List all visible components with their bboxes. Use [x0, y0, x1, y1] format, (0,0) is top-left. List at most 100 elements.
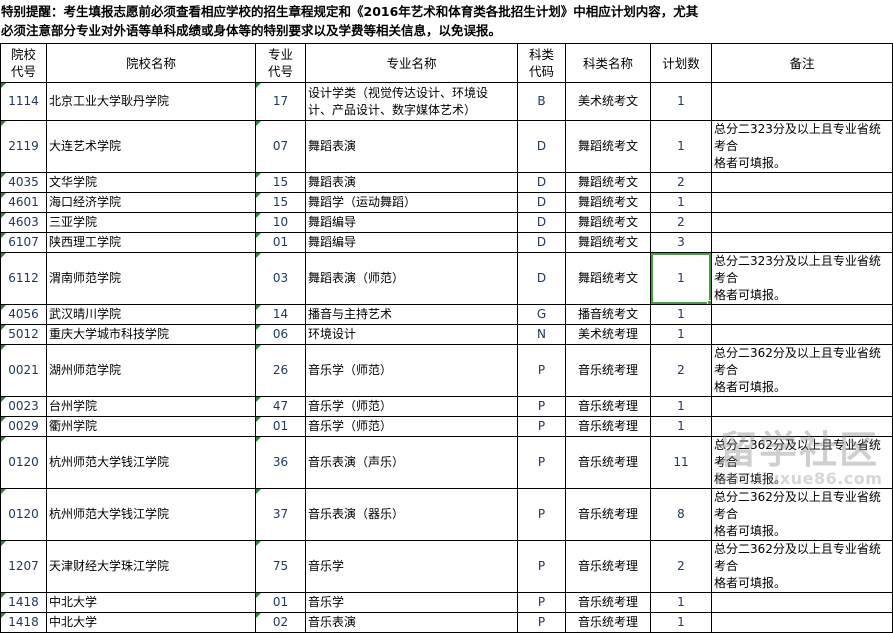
table-row[interactable]: 5012 重庆大学城市科技学院 06 环境设计 N 美术统考理 1: [0, 324, 893, 345]
table-row[interactable]: 6107 陕西理工学院 01 舞蹈编导 D 舞蹈统考文 3: [0, 232, 893, 253]
cell-plan-count[interactable]: 1: [650, 252, 712, 305]
table-row[interactable]: 4601 海口经济学院 15 舞蹈学（运动舞蹈） D 舞蹈统考文 1: [0, 192, 893, 213]
cell-school-name[interactable]: 武汉晴川学院: [46, 304, 256, 325]
cell-remark[interactable]: [711, 416, 893, 437]
cell-major-name[interactable]: 音乐表演: [305, 612, 518, 633]
cell-major-name[interactable]: 舞蹈编导: [305, 232, 518, 253]
cell-school-code[interactable]: 4056: [0, 304, 47, 325]
table-row[interactable]: 4603 三亚学院 10 舞蹈编导 D 舞蹈统考文 2: [0, 212, 893, 233]
cell-major-code[interactable]: 07: [255, 120, 306, 173]
cell-school-code[interactable]: 1207: [0, 540, 47, 593]
table-row[interactable]: 0021 湖州师范学院 26 音乐学（师范） P 音乐统考理 2 总分二362分及以上且专业省…: [0, 344, 893, 397]
cell-major-name[interactable]: 舞蹈学（运动舞蹈）: [305, 192, 518, 213]
table-row[interactable]: 4056 武汉晴川学院 14 播音与主持艺术 G 播音统考文 1: [0, 304, 893, 325]
cell-school-code[interactable]: 0023: [0, 396, 47, 417]
cell-type-name[interactable]: 舞蹈统考文: [565, 252, 651, 305]
cell-school-name[interactable]: 湖州师范学院: [46, 344, 256, 397]
cell-plan-count[interactable]: 2: [650, 212, 712, 233]
cell-major-name[interactable]: 音乐学: [305, 540, 518, 593]
cell-school-name[interactable]: 杭州师范大学钱江学院: [46, 436, 256, 489]
cell-remark[interactable]: 总分二362分及以上且专业省统考合 格者可填报。: [711, 488, 893, 541]
cell-school-name[interactable]: 北京工业大学耿丹学院: [46, 82, 256, 121]
cell-major-name[interactable]: 设计学类（视觉传达设计、环境设 计、产品设计、数字媒体艺术）: [305, 82, 518, 121]
cell-major-code[interactable]: 14: [255, 304, 306, 325]
cell-school-name[interactable]: 天津财经大学珠江学院: [46, 540, 256, 593]
cell-remark[interactable]: [711, 324, 893, 345]
cell-type-code[interactable]: G: [517, 304, 566, 325]
table-row[interactable]: 1207 天津财经大学珠江学院 75 音乐学 P 音乐统考理 2 总分二362分及以上且专业省…: [0, 540, 893, 593]
cell-plan-count[interactable]: 1: [650, 304, 712, 325]
cell-school-code[interactable]: 6107: [0, 232, 47, 253]
cell-type-code[interactable]: D: [517, 212, 566, 233]
cell-major-code[interactable]: 75: [255, 540, 306, 593]
table-row[interactable]: 0120 杭州师范大学钱江学院 36 音乐表演（声乐） P 音乐统考理 11 总分二362分及…: [0, 436, 893, 489]
cell-school-code[interactable]: 4603: [0, 212, 47, 233]
table-row[interactable]: 0029 衢州学院 01 音乐学（师范） P 音乐统考理 1: [0, 416, 893, 437]
cell-plan-count[interactable]: 1: [650, 82, 712, 121]
cell-remark[interactable]: [711, 212, 893, 233]
cell-type-code[interactable]: D: [517, 252, 566, 305]
cell-plan-count[interactable]: 2: [650, 540, 712, 593]
cell-plan-count[interactable]: 2: [650, 172, 712, 193]
cell-plan-count[interactable]: 2: [650, 344, 712, 397]
cell-school-name[interactable]: 海口经济学院: [46, 192, 256, 213]
cell-major-code[interactable]: 26: [255, 344, 306, 397]
cell-type-code[interactable]: P: [517, 488, 566, 541]
cell-type-code[interactable]: P: [517, 416, 566, 437]
cell-remark[interactable]: [711, 172, 893, 193]
cell-major-name[interactable]: 音乐学: [305, 592, 518, 613]
cell-remark[interactable]: [711, 192, 893, 213]
cell-major-code[interactable]: 15: [255, 172, 306, 193]
cell-remark[interactable]: 总分二323分及以上且专业省统考合 格者可填报。: [711, 120, 893, 173]
cell-plan-count[interactable]: 8: [650, 488, 712, 541]
cell-type-name[interactable]: 音乐统考理: [565, 416, 651, 437]
cell-type-code[interactable]: P: [517, 396, 566, 417]
cell-major-code[interactable]: 06: [255, 324, 306, 345]
cell-school-code[interactable]: 0021: [0, 344, 47, 397]
cell-plan-count[interactable]: 1: [650, 612, 712, 633]
cell-major-code[interactable]: 10: [255, 212, 306, 233]
cell-major-code[interactable]: 17: [255, 82, 306, 121]
cell-major-name[interactable]: 舞蹈编导: [305, 212, 518, 233]
cell-major-code[interactable]: 01: [255, 416, 306, 437]
cell-type-code[interactable]: P: [517, 344, 566, 397]
cell-school-name[interactable]: 大连艺术学院: [46, 120, 256, 173]
cell-major-name[interactable]: 音乐学（师范）: [305, 416, 518, 437]
cell-school-name[interactable]: 重庆大学城市科技学院: [46, 324, 256, 345]
cell-school-name[interactable]: 台州学院: [46, 396, 256, 417]
cell-school-name[interactable]: 文华学院: [46, 172, 256, 193]
cell-plan-count[interactable]: 1: [650, 416, 712, 437]
cell-type-code[interactable]: D: [517, 192, 566, 213]
cell-major-name[interactable]: 音乐表演（器乐）: [305, 488, 518, 541]
cell-remark[interactable]: [711, 82, 893, 121]
cell-school-code[interactable]: 0029: [0, 416, 47, 437]
cell-type-code[interactable]: B: [517, 82, 566, 121]
cell-plan-count[interactable]: 1: [650, 592, 712, 613]
cell-type-name[interactable]: 音乐统考理: [565, 436, 651, 489]
cell-type-code[interactable]: P: [517, 540, 566, 593]
table-row[interactable]: 0120 杭州师范大学钱江学院 37 音乐表演（器乐） P 音乐统考理 8 总分二362分及以…: [0, 488, 893, 541]
cell-major-name[interactable]: 播音与主持艺术: [305, 304, 518, 325]
cell-major-name[interactable]: 舞蹈表演: [305, 120, 518, 173]
cell-remark[interactable]: [711, 612, 893, 633]
cell-remark[interactable]: 总分二323分及以上且专业省统考合 格者可填报。: [711, 252, 893, 305]
cell-school-code[interactable]: 2119: [0, 120, 47, 173]
table-row[interactable]: 4035 文华学院 15 舞蹈表演 D 舞蹈统考文 2: [0, 172, 893, 193]
cell-major-code[interactable]: 37: [255, 488, 306, 541]
cell-school-code[interactable]: 1114: [0, 82, 47, 121]
cell-major-name[interactable]: 舞蹈表演: [305, 172, 518, 193]
cell-school-code[interactable]: 4035: [0, 172, 47, 193]
cell-school-name[interactable]: 中北大学: [46, 612, 256, 633]
cell-type-name[interactable]: 美术统考理: [565, 324, 651, 345]
cell-type-code[interactable]: D: [517, 232, 566, 253]
cell-major-code[interactable]: 02: [255, 612, 306, 633]
cell-type-name[interactable]: 音乐统考理: [565, 612, 651, 633]
cell-remark[interactable]: 总分二362分及以上且专业省统考合 格者可填报。: [711, 540, 893, 593]
cell-type-code[interactable]: N: [517, 324, 566, 345]
cell-major-name[interactable]: 音乐学（师范）: [305, 396, 518, 417]
cell-type-name[interactable]: 播音统考文: [565, 304, 651, 325]
cell-plan-count[interactable]: 1: [650, 192, 712, 213]
cell-school-name[interactable]: 三亚学院: [46, 212, 256, 233]
cell-remark[interactable]: 总分二362分及以上且专业省统考合 格者可填报。: [711, 436, 893, 489]
cell-plan-count[interactable]: 1: [650, 324, 712, 345]
